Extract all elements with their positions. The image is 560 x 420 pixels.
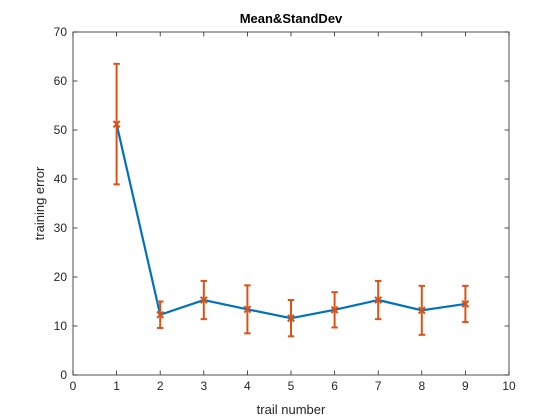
x-tick-label: 5 xyxy=(288,379,295,393)
mean-marker xyxy=(417,306,426,315)
y-tick-label: 60 xyxy=(54,74,68,88)
x-tick-label: 6 xyxy=(331,379,338,393)
y-tick-label: 10 xyxy=(54,319,68,333)
error-bar xyxy=(417,284,426,336)
mean-marker xyxy=(374,296,383,304)
error-bar xyxy=(156,300,165,329)
error-bar xyxy=(199,279,208,321)
y-tick-label: 50 xyxy=(54,123,68,137)
y-tick-label: 70 xyxy=(54,25,68,39)
x-tick-label: 8 xyxy=(418,379,425,393)
x-tick-label: 4 xyxy=(244,379,251,393)
y-tick-label: 0 xyxy=(60,368,67,382)
chart-title: Mean&StandDev xyxy=(240,11,343,26)
x-tick-label: 3 xyxy=(200,379,207,393)
error-bar xyxy=(461,284,470,324)
mean-marker xyxy=(461,300,470,308)
y-tick-label: 40 xyxy=(54,172,68,186)
error-bar xyxy=(243,284,252,335)
error-bar xyxy=(112,62,121,186)
x-tick-label: 9 xyxy=(462,379,469,393)
mean-marker xyxy=(112,120,121,129)
mean-marker xyxy=(287,314,295,323)
mean-marker xyxy=(156,310,165,319)
x-tick-label: 10 xyxy=(502,379,516,393)
error-bar xyxy=(287,299,295,338)
mean-marker xyxy=(199,296,208,304)
error-bar xyxy=(374,279,383,321)
mean-marker xyxy=(243,305,252,314)
y-tick-label: 20 xyxy=(54,270,68,284)
plot-box xyxy=(72,31,510,376)
x-tick-label: 0 xyxy=(70,379,77,393)
mean-marker xyxy=(330,305,339,314)
x-tick-label: 1 xyxy=(113,379,120,393)
x-axis-label: trail number xyxy=(257,402,326,417)
error-bar xyxy=(330,291,339,329)
x-tick-label: 2 xyxy=(157,379,164,393)
errorbar-layer xyxy=(112,62,470,338)
x-tick-label: 7 xyxy=(375,379,382,393)
ticks-layer: 0 1 2 3 4 5 6 7 8 9 10 0 10 20 30 40 50 60 70 xyxy=(54,25,516,393)
y-axis-label: training error xyxy=(32,166,47,240)
y-tick-label: 30 xyxy=(54,221,68,235)
